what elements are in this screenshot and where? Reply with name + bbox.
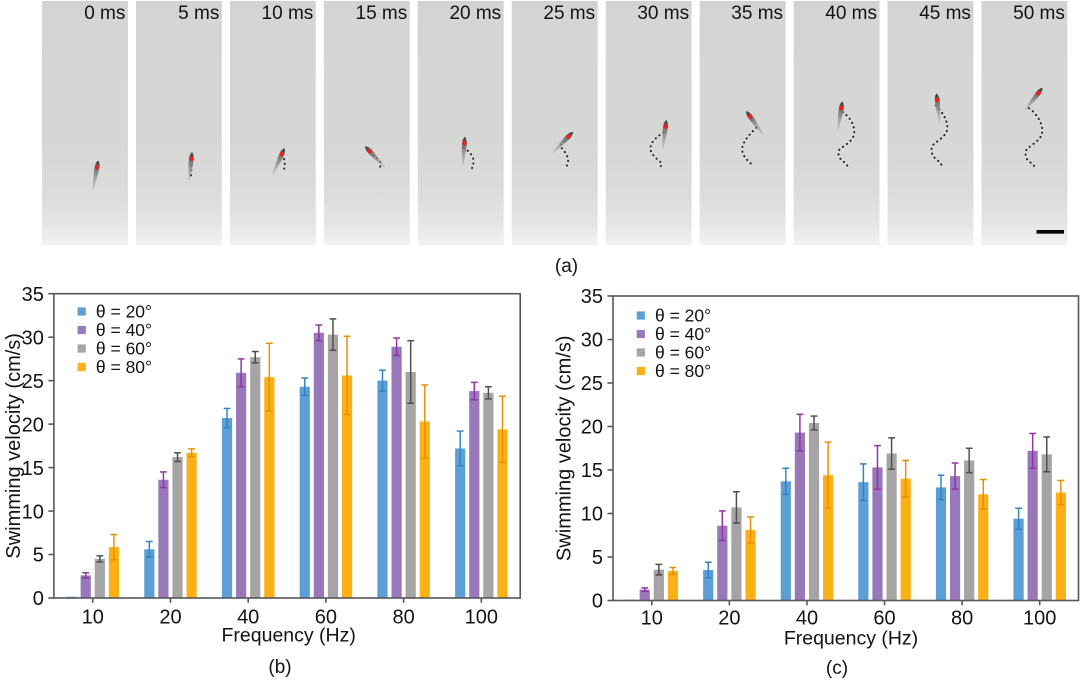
svg-text:θ = 40°: θ = 40° [96,320,152,340]
svg-text:Frequency (Hz): Frequency (Hz) [784,628,918,650]
svg-text:40: 40 [237,607,259,629]
svg-text:30: 30 [581,330,603,352]
svg-text:20: 20 [718,608,740,630]
svg-text:15: 15 [22,458,44,480]
svg-text:15 ms: 15 ms [356,3,408,24]
svg-text:(b): (b) [268,657,291,678]
svg-text:5: 5 [33,545,44,567]
svg-text:0: 0 [33,588,44,610]
svg-text:10: 10 [22,501,44,523]
svg-text:35: 35 [22,284,44,306]
svg-text:(c): (c) [826,658,848,679]
svg-text:(a): (a) [555,256,578,277]
svg-text:30 ms: 30 ms [637,3,689,24]
svg-text:20 ms: 20 ms [449,3,501,24]
svg-text:10: 10 [82,607,104,629]
svg-text:35 ms: 35 ms [731,3,783,24]
svg-text:θ = 60°: θ = 60° [655,343,711,363]
svg-text:45 ms: 45 ms [919,3,971,24]
svg-text:40 ms: 40 ms [825,3,877,24]
svg-text:80: 80 [393,607,415,629]
svg-text:25: 25 [581,373,603,395]
svg-text:θ = 40°: θ = 40° [655,324,711,344]
svg-text:Swimming velocity (cm/s): Swimming velocity (cm/s) [3,333,25,559]
svg-text:30: 30 [22,327,44,349]
svg-text:50 ms: 50 ms [1013,3,1065,24]
svg-text:10: 10 [641,608,663,630]
svg-text:0 ms: 0 ms [84,3,125,24]
svg-text:80: 80 [951,608,973,630]
svg-text:Swimming velocity (cm/s): Swimming velocity (cm/s) [554,335,576,561]
svg-text:35: 35 [581,286,603,308]
svg-text:25: 25 [22,371,44,393]
svg-text:θ = 20°: θ = 20° [96,302,152,322]
svg-text:25 ms: 25 ms [543,3,595,24]
svg-text:θ = 80°: θ = 80° [96,357,152,377]
svg-text:60: 60 [315,607,337,629]
svg-text:20: 20 [581,417,603,439]
svg-text:20: 20 [159,607,181,629]
svg-text:θ = 60°: θ = 60° [96,339,152,359]
svg-text:Frequency (Hz): Frequency (Hz) [222,625,356,647]
svg-text:θ = 80°: θ = 80° [655,361,711,381]
svg-text:0: 0 [592,591,603,613]
svg-text:40: 40 [796,608,818,630]
svg-text:5 ms: 5 ms [178,3,219,24]
svg-text:15: 15 [581,460,603,482]
svg-text:10 ms: 10 ms [262,3,314,24]
svg-text:100: 100 [465,607,498,629]
svg-text:100: 100 [1023,608,1056,630]
svg-text:θ = 20°: θ = 20° [655,306,711,326]
svg-text:10: 10 [581,504,603,526]
svg-text:60: 60 [873,608,895,630]
svg-text:5: 5 [592,547,603,569]
svg-text:20: 20 [22,414,44,436]
